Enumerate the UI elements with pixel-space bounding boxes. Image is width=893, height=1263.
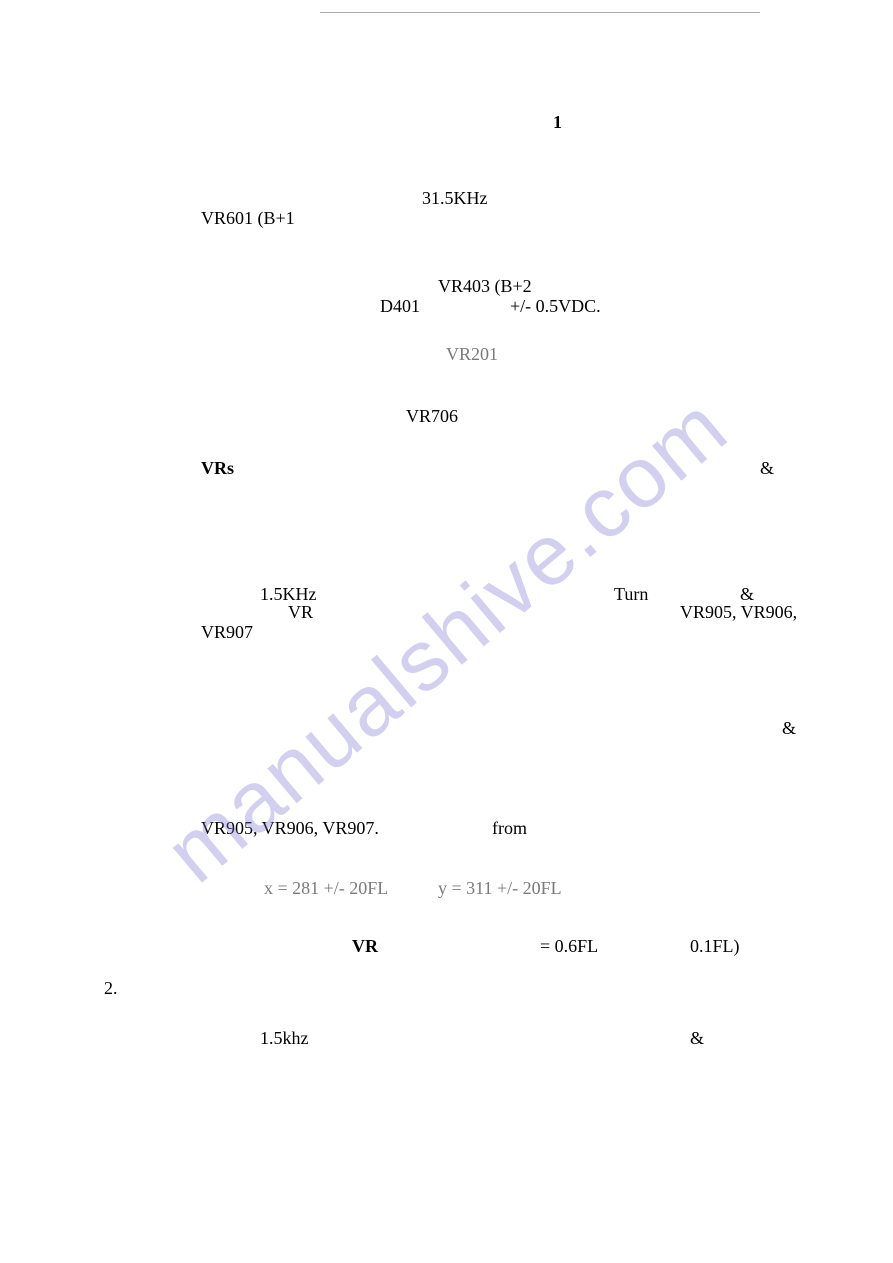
text-fragment: VR [352,936,378,957]
text-fragment: VR706 [406,406,458,427]
text-fragment: 0.1FL) [690,936,740,957]
text-fragment: & [690,1028,704,1049]
text-fragment: 1 [553,112,562,133]
text-fragment: 2. [104,978,118,999]
text-fragment: +/- 0.5VDC. [510,296,601,317]
text-fragment: & [782,718,796,739]
text-fragment: = 0.6FL [540,936,598,957]
text-fragment: VR201 [446,344,498,365]
page-header-rule [320,12,760,13]
text-fragment: VR601 (B+1 [201,208,295,229]
text-fragment: VR907 [201,622,253,643]
text-fragment: VR905, VR906, VR907. [201,818,379,839]
text-fragment: D401 [380,296,420,317]
text-fragment: x = 281 +/- 20FL [264,878,388,899]
text-fragment: 31.5KHz [422,188,488,209]
text-fragment: VR [288,602,313,623]
text-fragment: & [760,458,774,479]
text-fragment: VR403 (B+2 [438,276,532,297]
text-fragment: VRs [201,458,234,479]
text-fragment: y = 311 +/- 20FL [438,878,562,899]
text-fragment: 1.5khz [260,1028,309,1049]
text-fragment: VR905, VR906, [680,602,797,623]
text-fragment: Turn [614,584,648,605]
text-fragment: from [492,818,527,839]
document-page: 1 31.5KHz VR601 (B+1 VR403 (B+2 D401 +/- 0.5V… [0,0,893,1263]
